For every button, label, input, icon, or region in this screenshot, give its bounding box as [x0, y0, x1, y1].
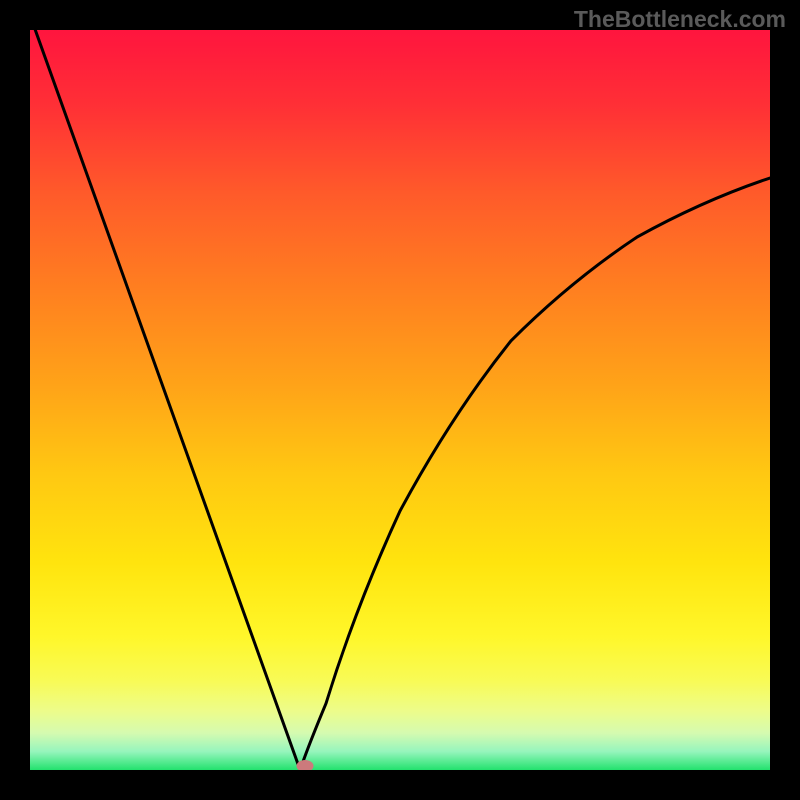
chart-svg	[30, 30, 770, 770]
chart-plot-area	[30, 30, 770, 770]
gradient-background	[30, 30, 770, 770]
optimal-point-marker	[297, 760, 314, 770]
watermark-text: TheBottleneck.com	[574, 6, 786, 33]
